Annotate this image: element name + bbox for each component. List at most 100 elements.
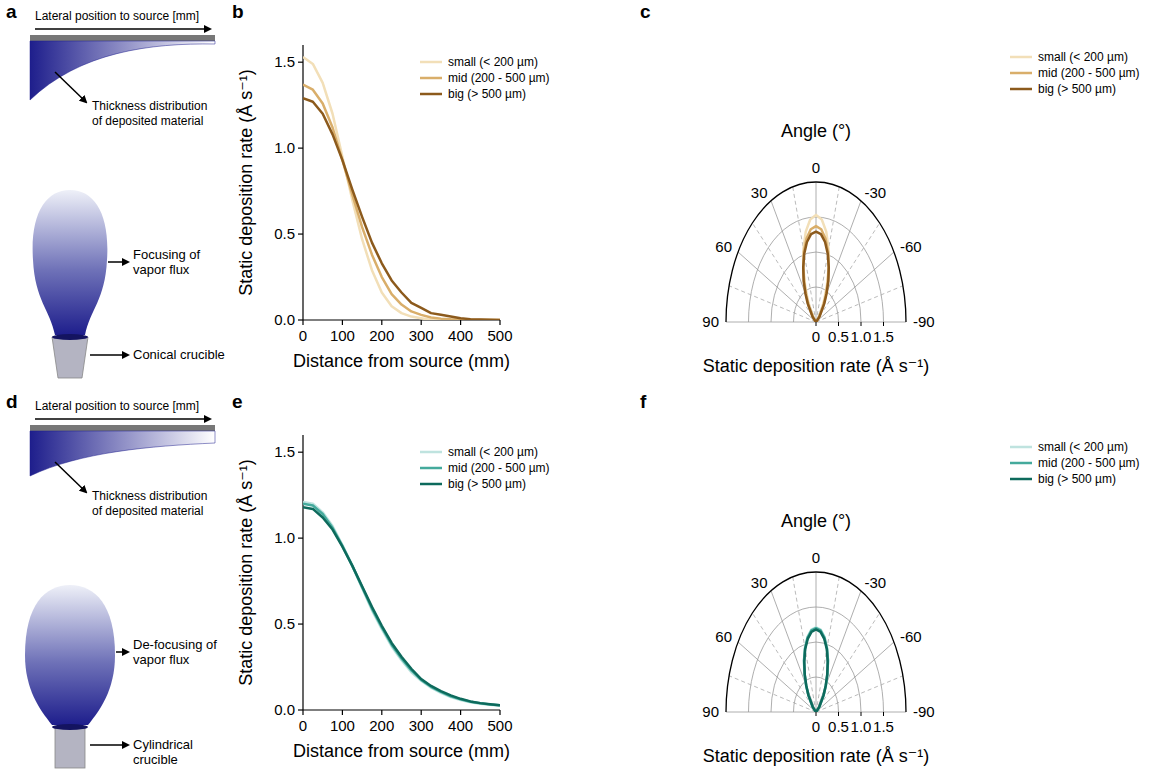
crucible — [55, 727, 85, 768]
x-tick — [302, 320, 303, 325]
legend: small (< 200 µm)mid (200 - 500 µm)big (>… — [1010, 440, 1140, 486]
y-tick — [298, 319, 303, 320]
r-tick-label: 0.5 — [828, 328, 849, 345]
series-lobe — [803, 226, 829, 322]
panel-letter: f — [640, 391, 647, 412]
legend-label: small (< 200 µm) — [1038, 50, 1128, 64]
y-tick-label: 1.5 — [274, 443, 295, 460]
series-line — [303, 85, 500, 320]
polar-frame — [726, 182, 906, 322]
y-axis — [302, 435, 303, 710]
r-tick-label: 1.0 — [851, 328, 872, 345]
minor-grid-spoke — [816, 286, 903, 322]
crucible-label: Conical crucible — [133, 347, 225, 362]
axis-arrow — [35, 418, 210, 420]
angle-tick-label: -60 — [900, 238, 922, 255]
x-tick-label: 200 — [369, 327, 394, 344]
angle-tick-label: -30 — [865, 574, 887, 591]
text-line: vapor flux — [133, 652, 190, 667]
diagram: Lateral position to source [mm]Thickness… — [25, 399, 217, 768]
r-axis-title: Static deposition rate (Å s⁻¹) — [703, 746, 930, 766]
minor-grid-spoke — [816, 676, 903, 712]
minor-grid-spoke — [752, 613, 816, 712]
angle-title: Angle (°) — [781, 511, 851, 531]
diagram: Lateral position to source [mm] Thickness… — [30, 9, 225, 378]
x-axis — [303, 709, 500, 710]
text-line: of deposited material — [92, 504, 203, 518]
r-tick — [816, 712, 817, 716]
angle-tick-label: -90 — [913, 313, 935, 330]
y-tick — [298, 709, 303, 710]
label-arrow — [108, 261, 128, 263]
label-arrow — [116, 651, 128, 653]
legend-swatch — [1010, 88, 1032, 91]
crucible-label: Cylindricalcrucible — [133, 737, 193, 767]
thickness-label: Thickness distributionof deposited mater… — [92, 99, 207, 128]
series-line — [303, 98, 500, 320]
series-lobe — [804, 628, 828, 712]
legend-label: small (< 200 µm) — [1038, 440, 1128, 454]
y-axis-title: Static deposition rate (Å s⁻¹) — [236, 459, 256, 686]
data-group — [803, 215, 829, 322]
legend-swatch — [1010, 56, 1032, 59]
legend-label: big (> 500 µm) — [1038, 82, 1116, 96]
x-tick-label: 500 — [487, 327, 512, 344]
legend-label: mid (200 - 500 µm) — [1038, 456, 1140, 470]
x-tick — [421, 710, 422, 715]
x-tick-label: 100 — [330, 327, 355, 344]
x-tick-label: 200 — [369, 717, 394, 734]
y-tick-label: 0.5 — [274, 225, 295, 242]
r-tick — [883, 712, 884, 716]
r-tick — [838, 322, 839, 326]
x-axis-title: Distance from source (mm) — [293, 741, 510, 761]
text-line: Focusing of — [133, 247, 201, 262]
text-line: of deposited material — [92, 114, 203, 128]
series-line — [303, 502, 500, 706]
y-tick — [298, 452, 303, 453]
panel-letter: e — [232, 391, 243, 412]
substrate — [30, 425, 215, 431]
r-tick-label: 1.5 — [873, 718, 894, 735]
r-tick — [883, 322, 884, 326]
series-lobe — [803, 232, 829, 322]
y-tick — [298, 62, 303, 63]
axis-label: Lateral position to source [mm] — [35, 9, 199, 23]
x-tick — [421, 320, 422, 325]
y-tick — [298, 623, 303, 624]
legend-swatch — [420, 93, 442, 96]
x-tick — [302, 710, 303, 715]
y-tick-label: 1.5 — [274, 53, 295, 70]
y-tick-label: 0.5 — [274, 615, 295, 632]
x-tick — [381, 320, 382, 325]
x-tick — [342, 710, 343, 715]
y-tick-label: 0.0 — [274, 311, 295, 328]
x-tick-label: 400 — [448, 327, 473, 344]
y-tick — [298, 233, 303, 234]
angle-tick-label: 0 — [812, 159, 820, 176]
r-tick — [861, 322, 862, 326]
thickness-profile — [30, 41, 215, 100]
legend-swatch — [420, 61, 442, 64]
x-axis-title: Distance from source (mm) — [293, 351, 510, 371]
text-line: vapor flux — [133, 262, 190, 277]
flux-label: Focusing ofvapor flux — [133, 247, 201, 277]
minor-grid-spoke — [729, 286, 816, 322]
angle-tick-label: -90 — [913, 703, 935, 720]
polar-chart: -90-60-300306090Angle (°)00.51.01.5Stati… — [702, 50, 1139, 376]
legend-label: big (> 500 µm) — [448, 87, 526, 101]
legend-swatch — [1010, 446, 1032, 449]
label-arrow — [55, 462, 86, 492]
label-arrow — [90, 354, 128, 356]
legend-label: small (< 200 µm) — [448, 55, 538, 69]
grid-spoke — [816, 182, 817, 322]
legend-label: small (< 200 µm) — [448, 445, 538, 459]
vapor-plume — [33, 190, 108, 335]
line-chart: 0.00.51.01.50100200300400500Distance fro… — [236, 45, 550, 371]
crucible — [52, 337, 88, 378]
data-group — [804, 627, 828, 712]
line-chart: 0.00.51.01.50100200300400500Distance fro… — [236, 435, 550, 761]
angle-tick-label: 0 — [812, 549, 820, 566]
angle-tick-label: 90 — [702, 703, 719, 720]
grid-spoke — [726, 712, 816, 713]
thickness-profile — [30, 431, 215, 476]
